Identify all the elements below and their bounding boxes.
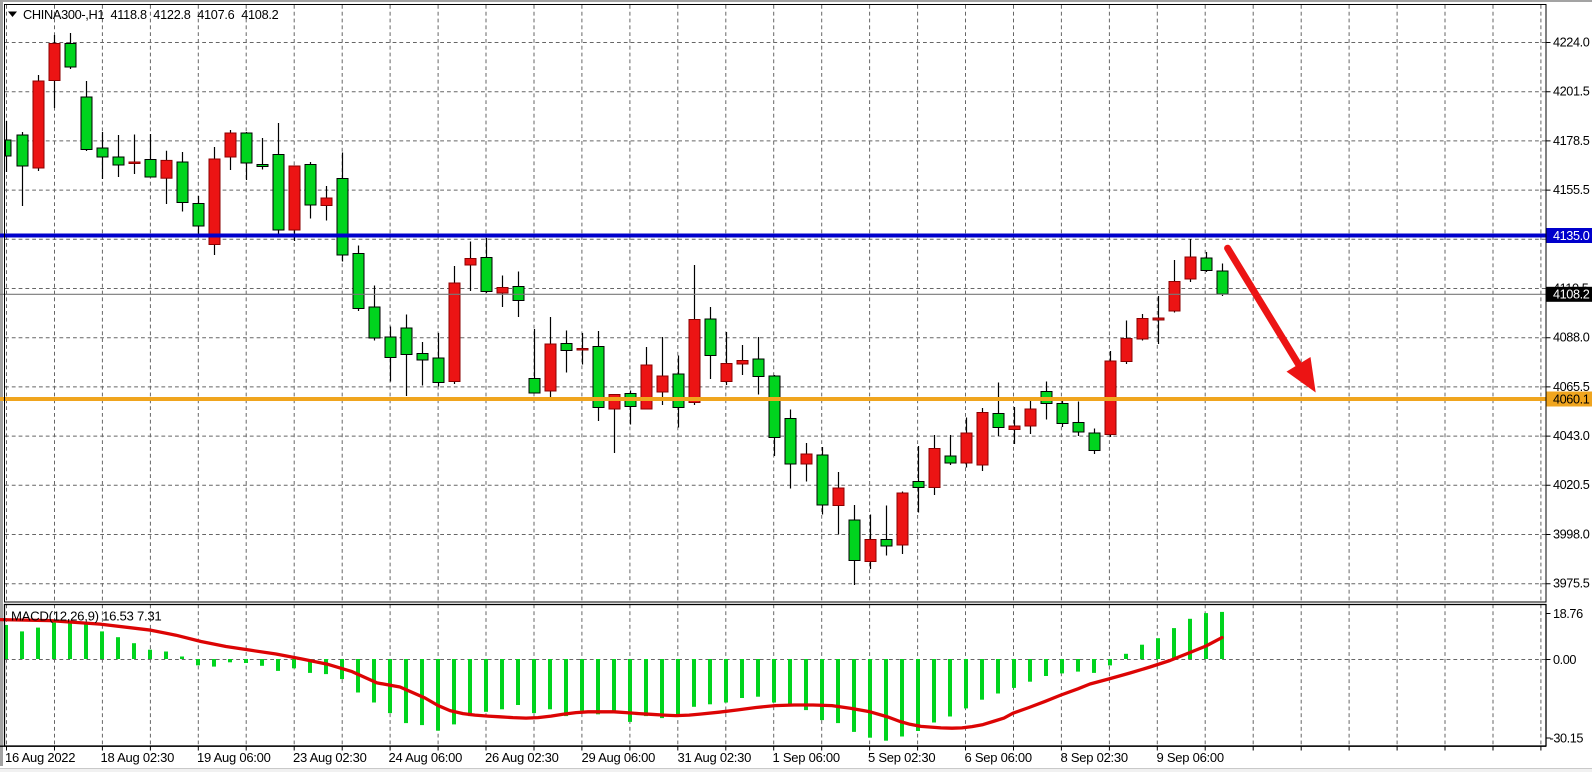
svg-text:4224.0: 4224.0	[1553, 35, 1590, 49]
svg-text:24 Aug 06:00: 24 Aug 06:00	[389, 750, 463, 765]
svg-text:4122.8: 4122.8	[153, 8, 190, 22]
svg-text:4088.0: 4088.0	[1553, 331, 1590, 345]
svg-text:4107.6: 4107.6	[197, 8, 234, 22]
svg-text:MACD(12,26,9) 16.53 7.31: MACD(12,26,9) 16.53 7.31	[11, 608, 161, 623]
svg-text:CHINA300-,H1: CHINA300-,H1	[23, 7, 104, 22]
svg-text:3998.0: 3998.0	[1553, 527, 1590, 541]
svg-text:4060.1: 4060.1	[1553, 392, 1590, 406]
svg-text:26 Aug 02:30: 26 Aug 02:30	[485, 750, 559, 765]
svg-text:4108.2: 4108.2	[241, 8, 278, 22]
svg-text:4118.8: 4118.8	[111, 8, 148, 22]
svg-text:4135.0: 4135.0	[1553, 229, 1590, 243]
svg-text:9 Sep 06:00: 9 Sep 06:00	[1157, 750, 1224, 765]
svg-text:18.76: 18.76	[1553, 607, 1583, 621]
svg-text:8 Sep 02:30: 8 Sep 02:30	[1061, 750, 1128, 765]
svg-text:4043.0: 4043.0	[1553, 429, 1590, 443]
svg-text:4065.5: 4065.5	[1553, 380, 1590, 394]
svg-text:31 Aug 02:30: 31 Aug 02:30	[678, 750, 752, 765]
svg-text:0.00: 0.00	[1553, 653, 1576, 667]
svg-text:6 Sep 06:00: 6 Sep 06:00	[965, 750, 1032, 765]
svg-text:-30.15: -30.15	[1550, 731, 1584, 745]
svg-text:4155.5: 4155.5	[1553, 183, 1590, 197]
svg-text:4020.5: 4020.5	[1553, 478, 1590, 492]
svg-text:18 Aug 02:30: 18 Aug 02:30	[101, 750, 175, 765]
svg-text:19 Aug 06:00: 19 Aug 06:00	[197, 750, 271, 765]
svg-text:1 Sep 06:00: 1 Sep 06:00	[773, 750, 840, 765]
svg-text:23 Aug 02:30: 23 Aug 02:30	[293, 750, 367, 765]
svg-text:5 Sep 02:30: 5 Sep 02:30	[868, 750, 935, 765]
svg-text:29 Aug 06:00: 29 Aug 06:00	[582, 750, 656, 765]
svg-text:3975.5: 3975.5	[1553, 577, 1590, 591]
svg-text:4201.5: 4201.5	[1553, 85, 1590, 99]
svg-text:4108.2: 4108.2	[1553, 288, 1590, 302]
svg-text:4178.5: 4178.5	[1553, 134, 1590, 148]
svg-text:16 Aug 2022: 16 Aug 2022	[5, 750, 75, 765]
